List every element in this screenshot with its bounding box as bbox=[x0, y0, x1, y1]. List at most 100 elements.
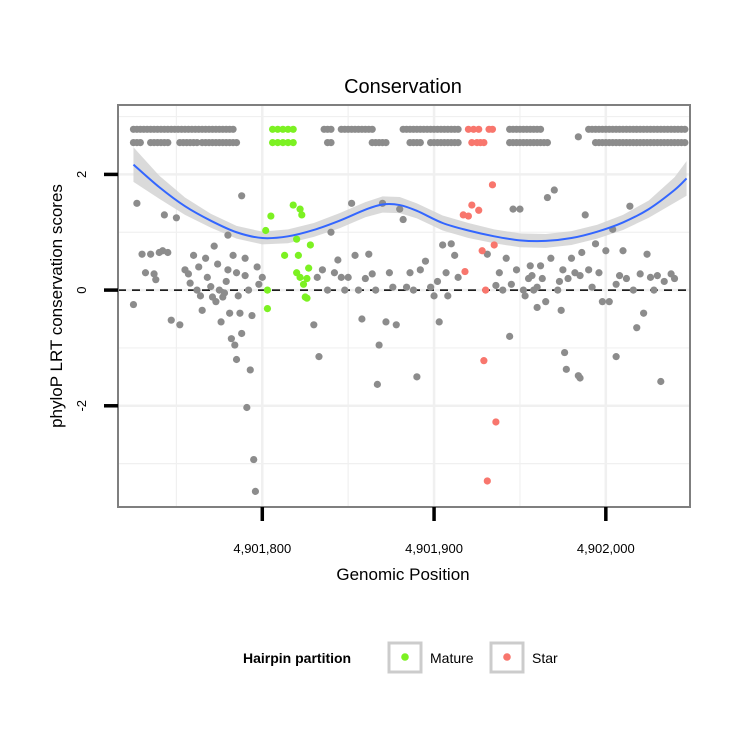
data-point-other bbox=[559, 266, 567, 274]
data-point-other bbox=[416, 266, 424, 274]
data-point-other bbox=[602, 247, 610, 255]
data-point-other bbox=[660, 277, 668, 286]
data-point-other bbox=[536, 262, 545, 270]
data-point-other bbox=[578, 248, 586, 257]
legend-item-star: Star bbox=[489, 641, 558, 674]
data-point-other bbox=[361, 274, 369, 283]
data-point-other bbox=[483, 250, 491, 258]
data-point-other bbox=[533, 303, 541, 312]
x-tick-label: 4,901,800 bbox=[233, 541, 291, 556]
data-point-other bbox=[595, 269, 603, 277]
data-point-other bbox=[248, 311, 256, 320]
data-point-other bbox=[506, 332, 514, 340]
data-point-other bbox=[433, 277, 442, 286]
x-axis: 4,901,800 4,901,900 4,902,000 bbox=[233, 507, 635, 556]
legend-label-star: Star bbox=[532, 650, 558, 666]
plot-panel bbox=[117, 104, 691, 508]
data-point-mature bbox=[263, 305, 272, 313]
other-points bbox=[129, 125, 689, 495]
data-point-other bbox=[129, 300, 138, 309]
data-point-other bbox=[351, 251, 359, 259]
data-point-other bbox=[348, 199, 356, 207]
data-point-other bbox=[147, 250, 155, 258]
data-point-mature bbox=[299, 280, 308, 288]
data-point-mature bbox=[303, 274, 311, 283]
y-axis: -2 0 2 bbox=[74, 171, 118, 412]
data-point-other bbox=[251, 487, 260, 495]
data-point-other bbox=[203, 273, 211, 281]
data-point-other bbox=[442, 269, 450, 277]
data-point-other bbox=[557, 306, 565, 314]
data-point-other bbox=[454, 273, 462, 281]
data-point-other bbox=[399, 215, 407, 224]
data-point-star bbox=[475, 206, 483, 214]
data-point-other bbox=[454, 138, 462, 147]
data-point-other bbox=[238, 329, 246, 338]
data-point-other bbox=[516, 205, 524, 213]
data-point-other bbox=[226, 309, 234, 317]
panel-background bbox=[118, 105, 690, 507]
data-point-other bbox=[224, 231, 232, 239]
data-point-other bbox=[250, 455, 258, 464]
data-point-mature bbox=[274, 138, 282, 147]
data-point-other bbox=[512, 266, 521, 274]
data-point-other bbox=[536, 125, 545, 133]
data-point-other bbox=[615, 272, 624, 280]
data-point-mature bbox=[274, 125, 282, 133]
data-point-other bbox=[227, 335, 235, 343]
data-point-other bbox=[334, 256, 342, 264]
data-point-other bbox=[202, 254, 210, 262]
data-point-other bbox=[633, 324, 641, 332]
data-point-other bbox=[323, 286, 332, 294]
data-point-mature bbox=[296, 273, 304, 281]
data-point-other bbox=[150, 270, 158, 278]
data-point-other bbox=[313, 273, 321, 281]
data-point-mature bbox=[268, 125, 277, 133]
data-point-other bbox=[193, 286, 201, 294]
data-point-mature bbox=[289, 138, 297, 147]
data-point-mature bbox=[289, 125, 297, 133]
data-point-other bbox=[365, 250, 373, 258]
data-point-other bbox=[372, 286, 380, 294]
data-point-other bbox=[421, 257, 430, 265]
mature-points bbox=[262, 125, 314, 313]
legend-marker-mature bbox=[401, 653, 409, 661]
data-point-mature bbox=[294, 251, 302, 259]
data-point-other bbox=[653, 272, 661, 280]
data-point-other bbox=[133, 199, 141, 207]
data-point-star bbox=[492, 418, 500, 426]
data-point-other bbox=[657, 377, 665, 386]
data-point-other bbox=[636, 270, 644, 278]
data-point-other bbox=[612, 280, 620, 288]
data-point-other bbox=[533, 283, 541, 291]
y-tick-label: 2 bbox=[74, 171, 89, 178]
data-point-other bbox=[344, 273, 352, 281]
data-point-star bbox=[469, 125, 478, 133]
data-point-other bbox=[195, 263, 203, 271]
data-point-other bbox=[198, 306, 206, 314]
data-point-mature bbox=[284, 138, 292, 147]
data-point-star bbox=[468, 201, 476, 209]
data-point-other bbox=[375, 341, 383, 349]
data-point-star bbox=[464, 125, 473, 133]
data-point-other bbox=[246, 366, 254, 374]
data-point-mature bbox=[281, 251, 289, 259]
data-point-other bbox=[409, 286, 418, 294]
data-point-mature bbox=[298, 211, 306, 219]
data-point-mature bbox=[305, 264, 313, 272]
data-point-other bbox=[538, 274, 546, 283]
data-point-star bbox=[483, 477, 491, 485]
data-point-mature bbox=[263, 286, 272, 294]
data-point-mature bbox=[289, 201, 297, 209]
data-point-other bbox=[258, 273, 266, 281]
data-point-other bbox=[543, 138, 552, 147]
data-point-other bbox=[196, 292, 205, 300]
data-point-other bbox=[234, 292, 242, 300]
legend-item-mature: Mature bbox=[387, 641, 474, 674]
data-point-other bbox=[406, 269, 414, 277]
data-point-other bbox=[492, 281, 500, 290]
data-point-other bbox=[368, 125, 376, 133]
data-point-other bbox=[629, 286, 637, 294]
x-tick-label: 4,902,000 bbox=[577, 541, 635, 556]
x-tick-label: 4,901,900 bbox=[405, 541, 463, 556]
